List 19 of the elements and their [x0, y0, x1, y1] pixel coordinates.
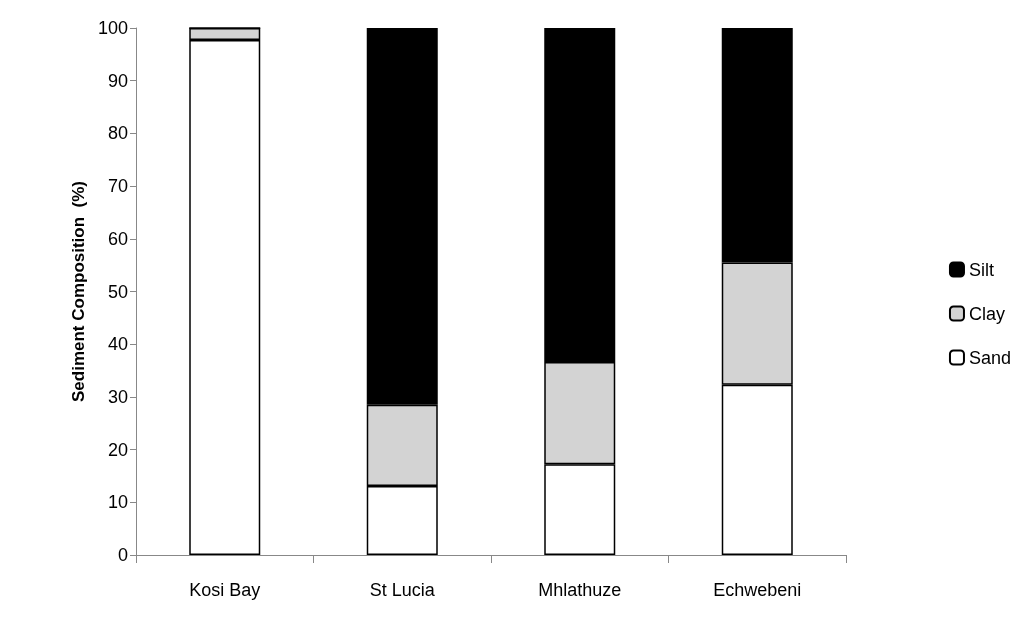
y-tick-label: 40 — [107, 334, 128, 355]
y-tick-label: 20 — [107, 439, 128, 460]
x-tick-label: Kosi Bay — [189, 580, 261, 600]
legend-label: Silt — [968, 259, 994, 280]
x-tick-label: St Lucia — [369, 580, 436, 600]
y-tick-label: 10 — [107, 492, 128, 513]
y-axis-title: Sediment Composition (%) — [69, 181, 89, 402]
y-tick-label: 60 — [107, 228, 128, 249]
x-tick-label: Echwebeni — [713, 580, 802, 600]
y-tick-label: 80 — [107, 123, 128, 144]
y-tick-label: 90 — [107, 70, 128, 91]
y-tick-label: 50 — [107, 281, 128, 302]
y-tick-label: 0 — [117, 545, 128, 565]
legend-label: Sand — [968, 347, 1012, 368]
y-tick-label: 70 — [107, 176, 128, 197]
y-tick-label: 100 — [97, 18, 128, 38]
x-tick-label: Mhlathuze — [538, 580, 622, 600]
y-tick-label: 30 — [107, 386, 128, 407]
legend-label: Clay — [968, 303, 1005, 324]
